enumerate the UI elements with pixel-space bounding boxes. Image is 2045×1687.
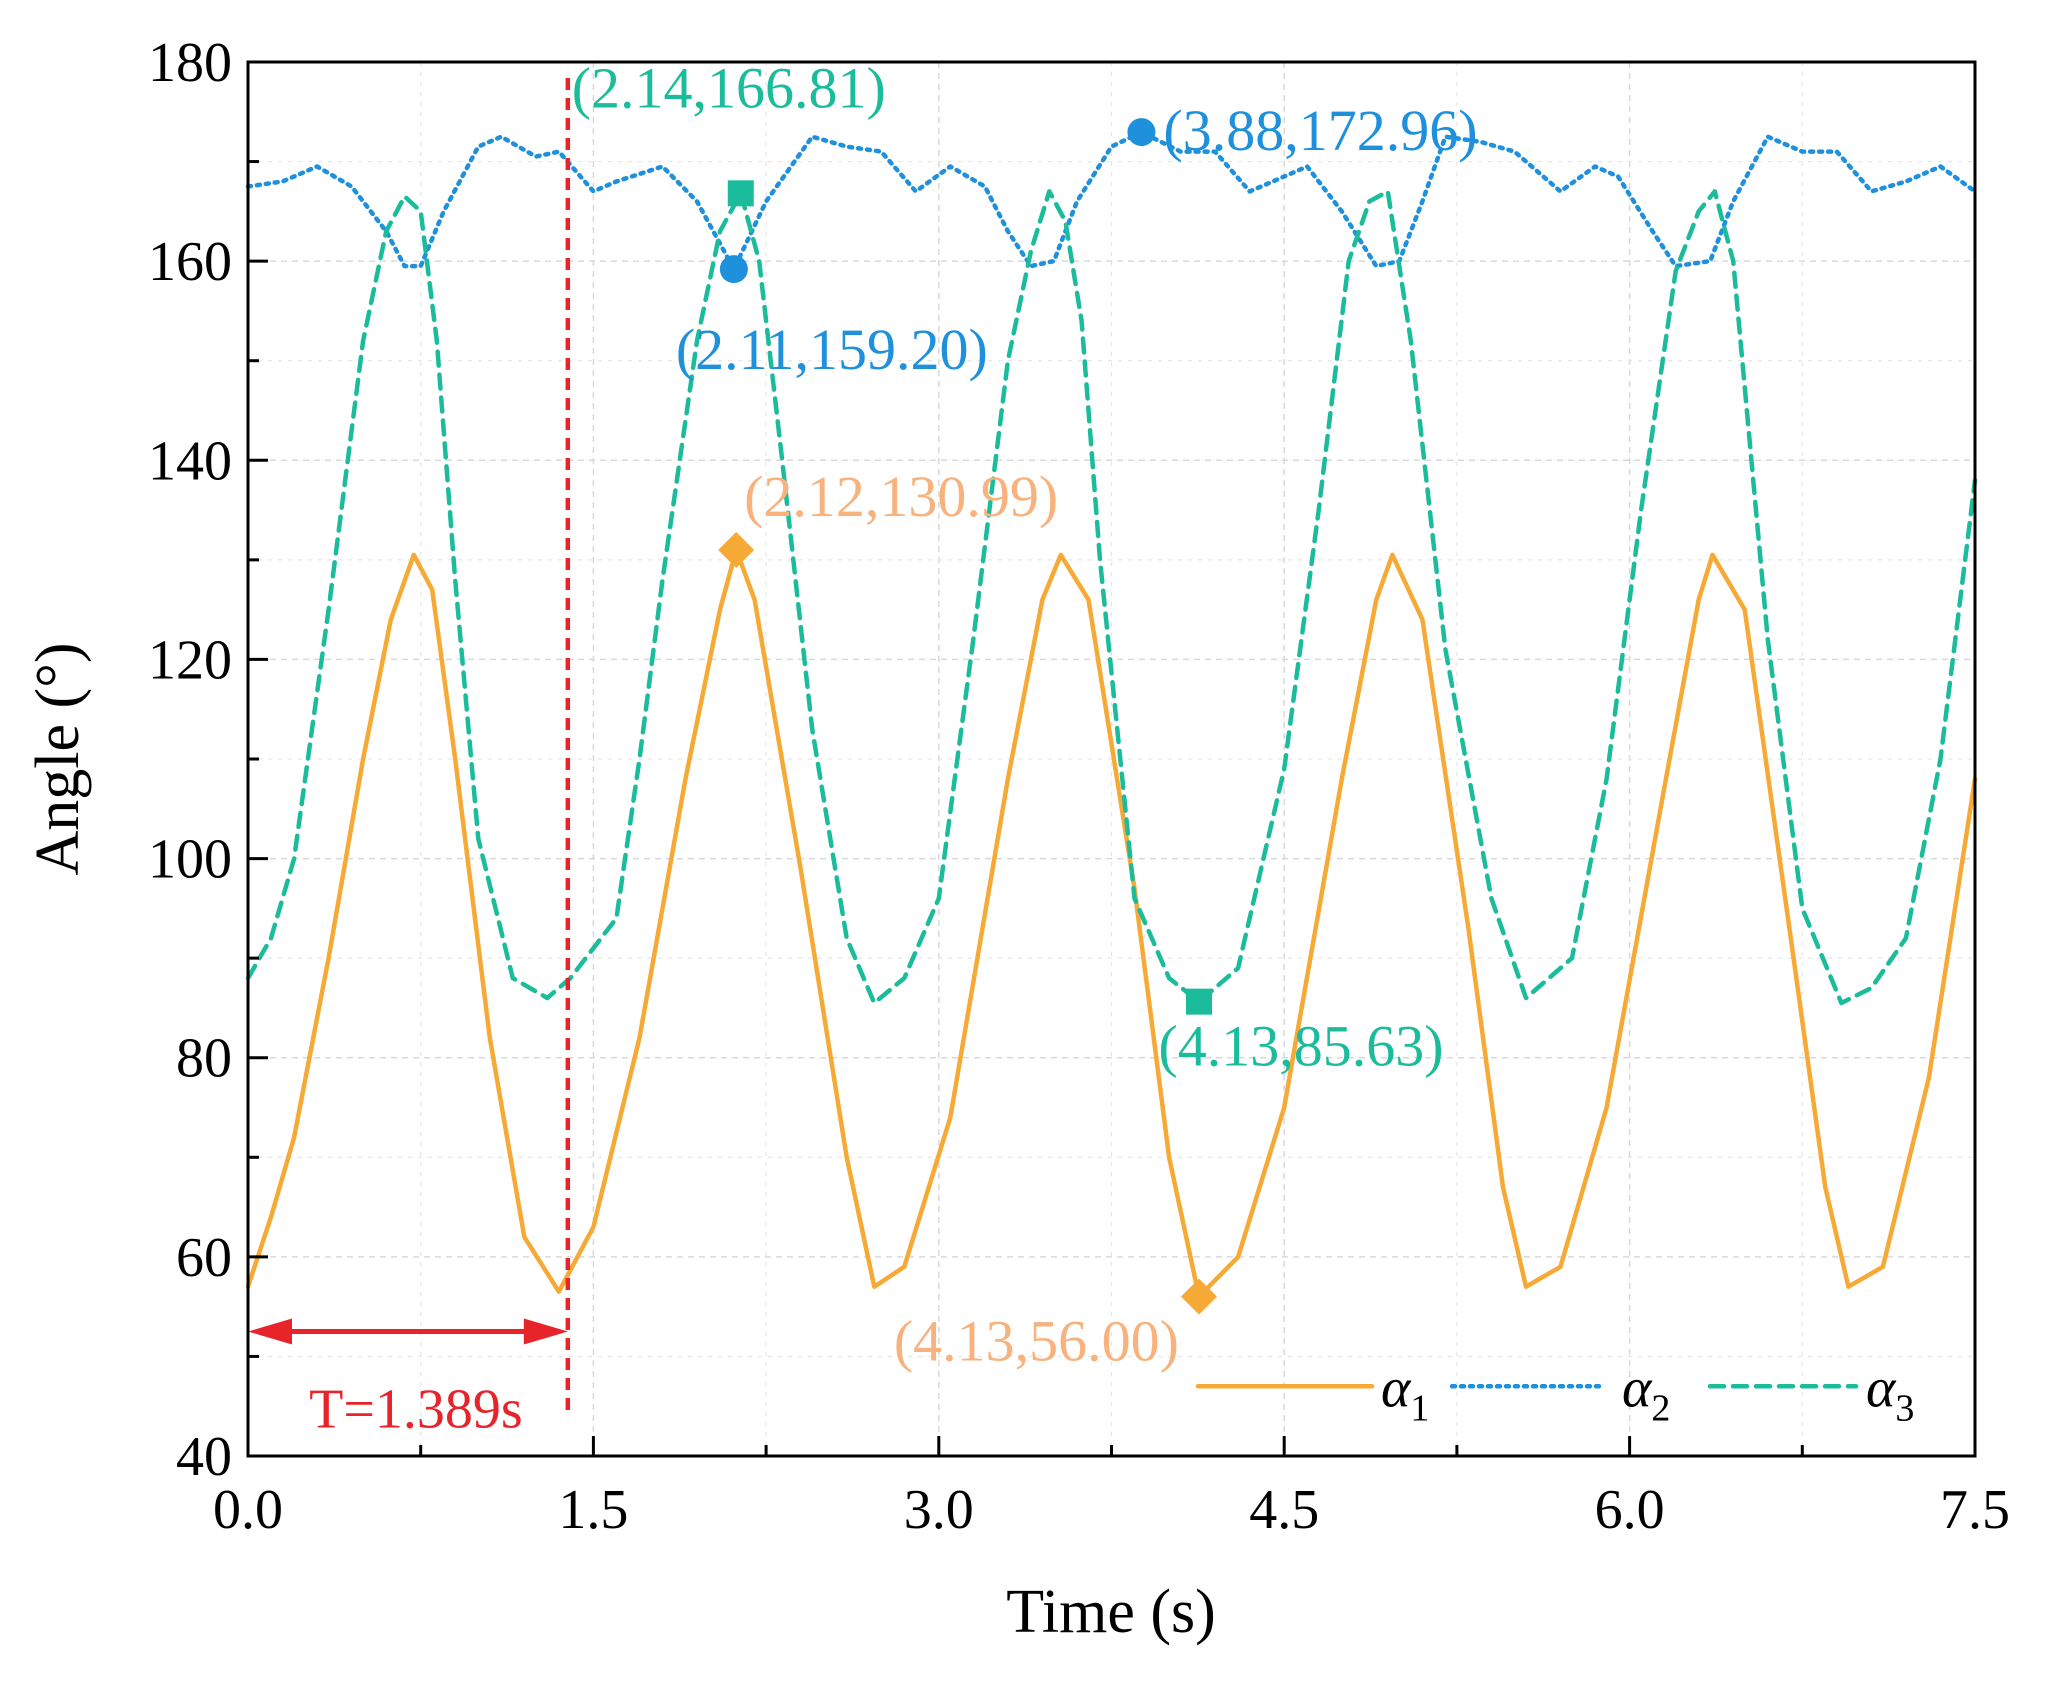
x-tick-label: 7.5 (1940, 1479, 2010, 1541)
x-axis-title: Time (s) (1006, 1578, 1216, 1646)
annotation-marker-diamond (718, 531, 755, 568)
legend-label-subscript: 3 (1895, 1387, 1914, 1429)
x-tick-label: 3.0 (904, 1479, 974, 1541)
annotation-marker-circle (719, 255, 748, 284)
legend-label-base: α (1866, 1357, 1897, 1419)
x-tick-label: 4.5 (1249, 1479, 1319, 1541)
marker-layer: (2.14,166.81) (2.11,159.20) (3.88,172.96) (… (572, 55, 1478, 1373)
series-layer (245, 129, 1978, 1299)
x-tick-label: 6.0 (1595, 1479, 1665, 1541)
y-tick-label: 140 (148, 430, 232, 492)
period-arrow-right-head (523, 1318, 568, 1345)
y-tick-label: 100 (148, 829, 232, 891)
legend-label-alpha3: α3 (1866, 1357, 1914, 1429)
x-tick-label: 0.0 (213, 1479, 283, 1541)
y-tick-label: 180 (148, 32, 232, 94)
series-line-alpha3 (245, 189, 1978, 1006)
annotation-marker-square (1186, 988, 1213, 1015)
x-tick-label: 1.5 (558, 1479, 628, 1541)
reference-line-layer: T=1.389s (248, 78, 571, 1441)
legend-label-alpha2: α2 (1622, 1357, 1670, 1429)
annotation-label: (4.13,85.63) (1158, 1014, 1443, 1079)
legend-label-alpha1: α1 (1381, 1357, 1429, 1429)
annotation-marker-diamond (1181, 1278, 1218, 1315)
legend-label-subscript: 2 (1651, 1387, 1670, 1429)
period-label: T=1.389s (309, 1379, 523, 1441)
y-axis-title: Angle (°) (24, 642, 92, 875)
y-tick-label: 40 (176, 1426, 232, 1488)
annotation-label: (2.14,166.81) (572, 55, 886, 120)
legend-label-subscript: 1 (1410, 1387, 1429, 1429)
legend: α1 α2 α3 (1195, 1357, 1914, 1429)
annotation-label: (3.88,172.96) (1163, 98, 1477, 163)
y-tick-label: 80 (176, 1028, 232, 1090)
series-line-alpha2 (245, 129, 1978, 272)
annotation-label: (2.12,130.99) (744, 464, 1058, 529)
legend-label-base: α (1622, 1357, 1653, 1419)
legend-label-base: α (1381, 1357, 1412, 1419)
tick-layer: 0.0 1.5 3.0 4.5 6.0 7.5 40 60 80 100 120 140 160 180 (148, 32, 2010, 1541)
y-tick-label: 160 (148, 231, 232, 293)
annotation-label: (2.11,159.20) (676, 317, 988, 382)
series-line-alpha1 (245, 547, 1978, 1299)
y-tick-label: 120 (148, 629, 232, 691)
annotation-label: (4.13,56.00) (894, 1309, 1179, 1374)
y-tick-label: 60 (176, 1227, 232, 1289)
period-arrow-left-head (248, 1318, 292, 1345)
annotation-marker-square (727, 180, 754, 207)
annotation-marker-circle (1127, 118, 1156, 147)
